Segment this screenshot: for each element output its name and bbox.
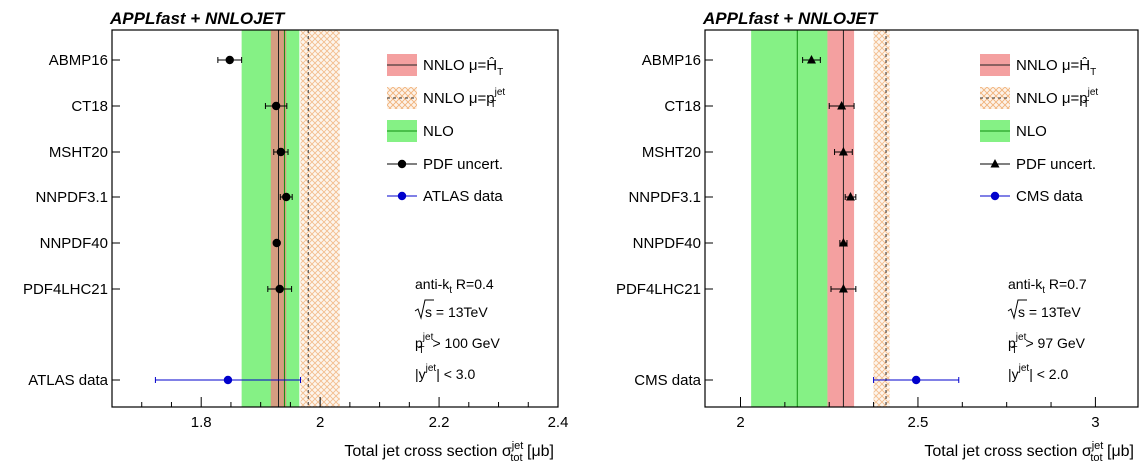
category-label: MSHT20 — [49, 144, 108, 161]
nnlo-pt-band — [300, 30, 340, 407]
pdf-point — [837, 101, 847, 110]
category-label: NNPDF3.1 — [35, 189, 108, 206]
pdf-point — [806, 55, 816, 64]
nlo-band — [241, 30, 300, 407]
legend-label-nnlo-ht: NNLO μ=ĤT — [1016, 57, 1096, 78]
chart-panel-1: APPLfast + NNLOJET 1.8 2 2.2 2.4 ABMP16 CT18 MS… — [23, 9, 568, 463]
x-tick-label: 2.2 — [429, 414, 450, 431]
category-label: NNPDF40 — [633, 235, 701, 252]
annotation-energy: s = 13TeV — [1018, 304, 1081, 320]
chart-panel-2: APPLfast + NNLOJET 2 2.5 3 ABMP16 CT18 MSHT20 N… — [616, 9, 1139, 463]
legend-label-pdf: PDF uncert. — [423, 156, 503, 173]
legend-label-data: CMS data — [1016, 188, 1083, 205]
data-point — [223, 375, 233, 385]
pdf-point — [846, 192, 856, 201]
legend-marker-pdf — [397, 159, 407, 169]
category-label: CMS data — [634, 372, 701, 389]
nnlo-ht-band — [827, 30, 855, 407]
legend-label-pdf: PDF uncert. — [1016, 156, 1096, 173]
x-tick-label: 2 — [316, 414, 324, 431]
x-axis-label: Total jet cross section σjet tot [μb] — [344, 440, 554, 463]
annotation-algorithm: anti-kt R=0.4 — [415, 276, 494, 296]
data-point — [911, 375, 921, 385]
legend-label-nnlo-ht: NNLO μ=ĤT — [423, 57, 503, 78]
annotation-rapidity-cut: |yjet| < 3.0 — [415, 363, 475, 382]
chart-title: APPLfast + NNLOJET — [702, 9, 879, 28]
x-tick-label: 2 — [736, 414, 744, 431]
legend-marker-pdf — [990, 159, 1000, 168]
category-label: NNPDF40 — [40, 235, 108, 252]
sqrt-symbol — [414, 299, 434, 320]
category-label: ABMP16 — [642, 52, 701, 69]
annotation-rapidity-cut: |yjet| < 2.0 — [1008, 363, 1068, 382]
category-label: ABMP16 — [49, 52, 108, 69]
legend-label-nlo: NLO — [423, 123, 454, 140]
legend-marker-data — [397, 191, 407, 201]
pdf-point — [275, 284, 284, 294]
annotation-pt-cut: pjet T > 100 GeV — [415, 332, 500, 356]
nlo-band — [751, 30, 828, 407]
x-tick-label: 3 — [1091, 414, 1099, 431]
legend-marker-data — [990, 191, 1000, 201]
x-axis-label: Total jet cross section σjet tot [μb] — [924, 440, 1134, 463]
pdf-point — [271, 101, 281, 111]
legend-label-nnlo-pt: NNLO μ=pjet T — [423, 87, 505, 110]
category-label: MSHT20 — [642, 144, 701, 161]
category-label: NNPDF3.1 — [628, 189, 701, 206]
x-tick-label: 2.5 — [908, 414, 929, 431]
pdf-point — [838, 284, 848, 293]
category-label: CT18 — [71, 98, 108, 115]
nnlo-pt-band — [873, 30, 890, 407]
pdf-point — [272, 238, 281, 248]
pdf-point — [838, 238, 848, 247]
pdf-point — [838, 147, 848, 156]
chart-title: APPLfast + NNLOJET — [109, 9, 286, 28]
pdf-point — [282, 192, 291, 202]
category-label: PDF4LHC21 — [616, 281, 701, 298]
annotation-energy: s = 13TeV — [425, 304, 488, 320]
x-tick-label: 2.4 — [548, 414, 569, 431]
legend-label-nnlo-pt: NNLO μ=pjet T — [1016, 87, 1098, 110]
category-label: ATLAS data — [28, 372, 108, 389]
category-label: CT18 — [664, 98, 701, 115]
x-tick-label: 1.8 — [191, 414, 212, 431]
pdf-point — [225, 55, 234, 65]
plot-frame — [704, 29, 1139, 408]
legend-label-nlo: NLO — [1016, 123, 1047, 140]
annotation-pt-cut: pjet T > 97 GeV — [1008, 332, 1086, 356]
category-label: PDF4LHC21 — [23, 281, 108, 298]
sqrt-symbol — [1007, 299, 1027, 320]
annotation-algorithm: anti-kt R=0.7 — [1008, 276, 1087, 296]
pdf-point — [276, 147, 286, 157]
legend-label-data: ATLAS data — [423, 188, 503, 205]
plot-frame — [111, 29, 559, 408]
